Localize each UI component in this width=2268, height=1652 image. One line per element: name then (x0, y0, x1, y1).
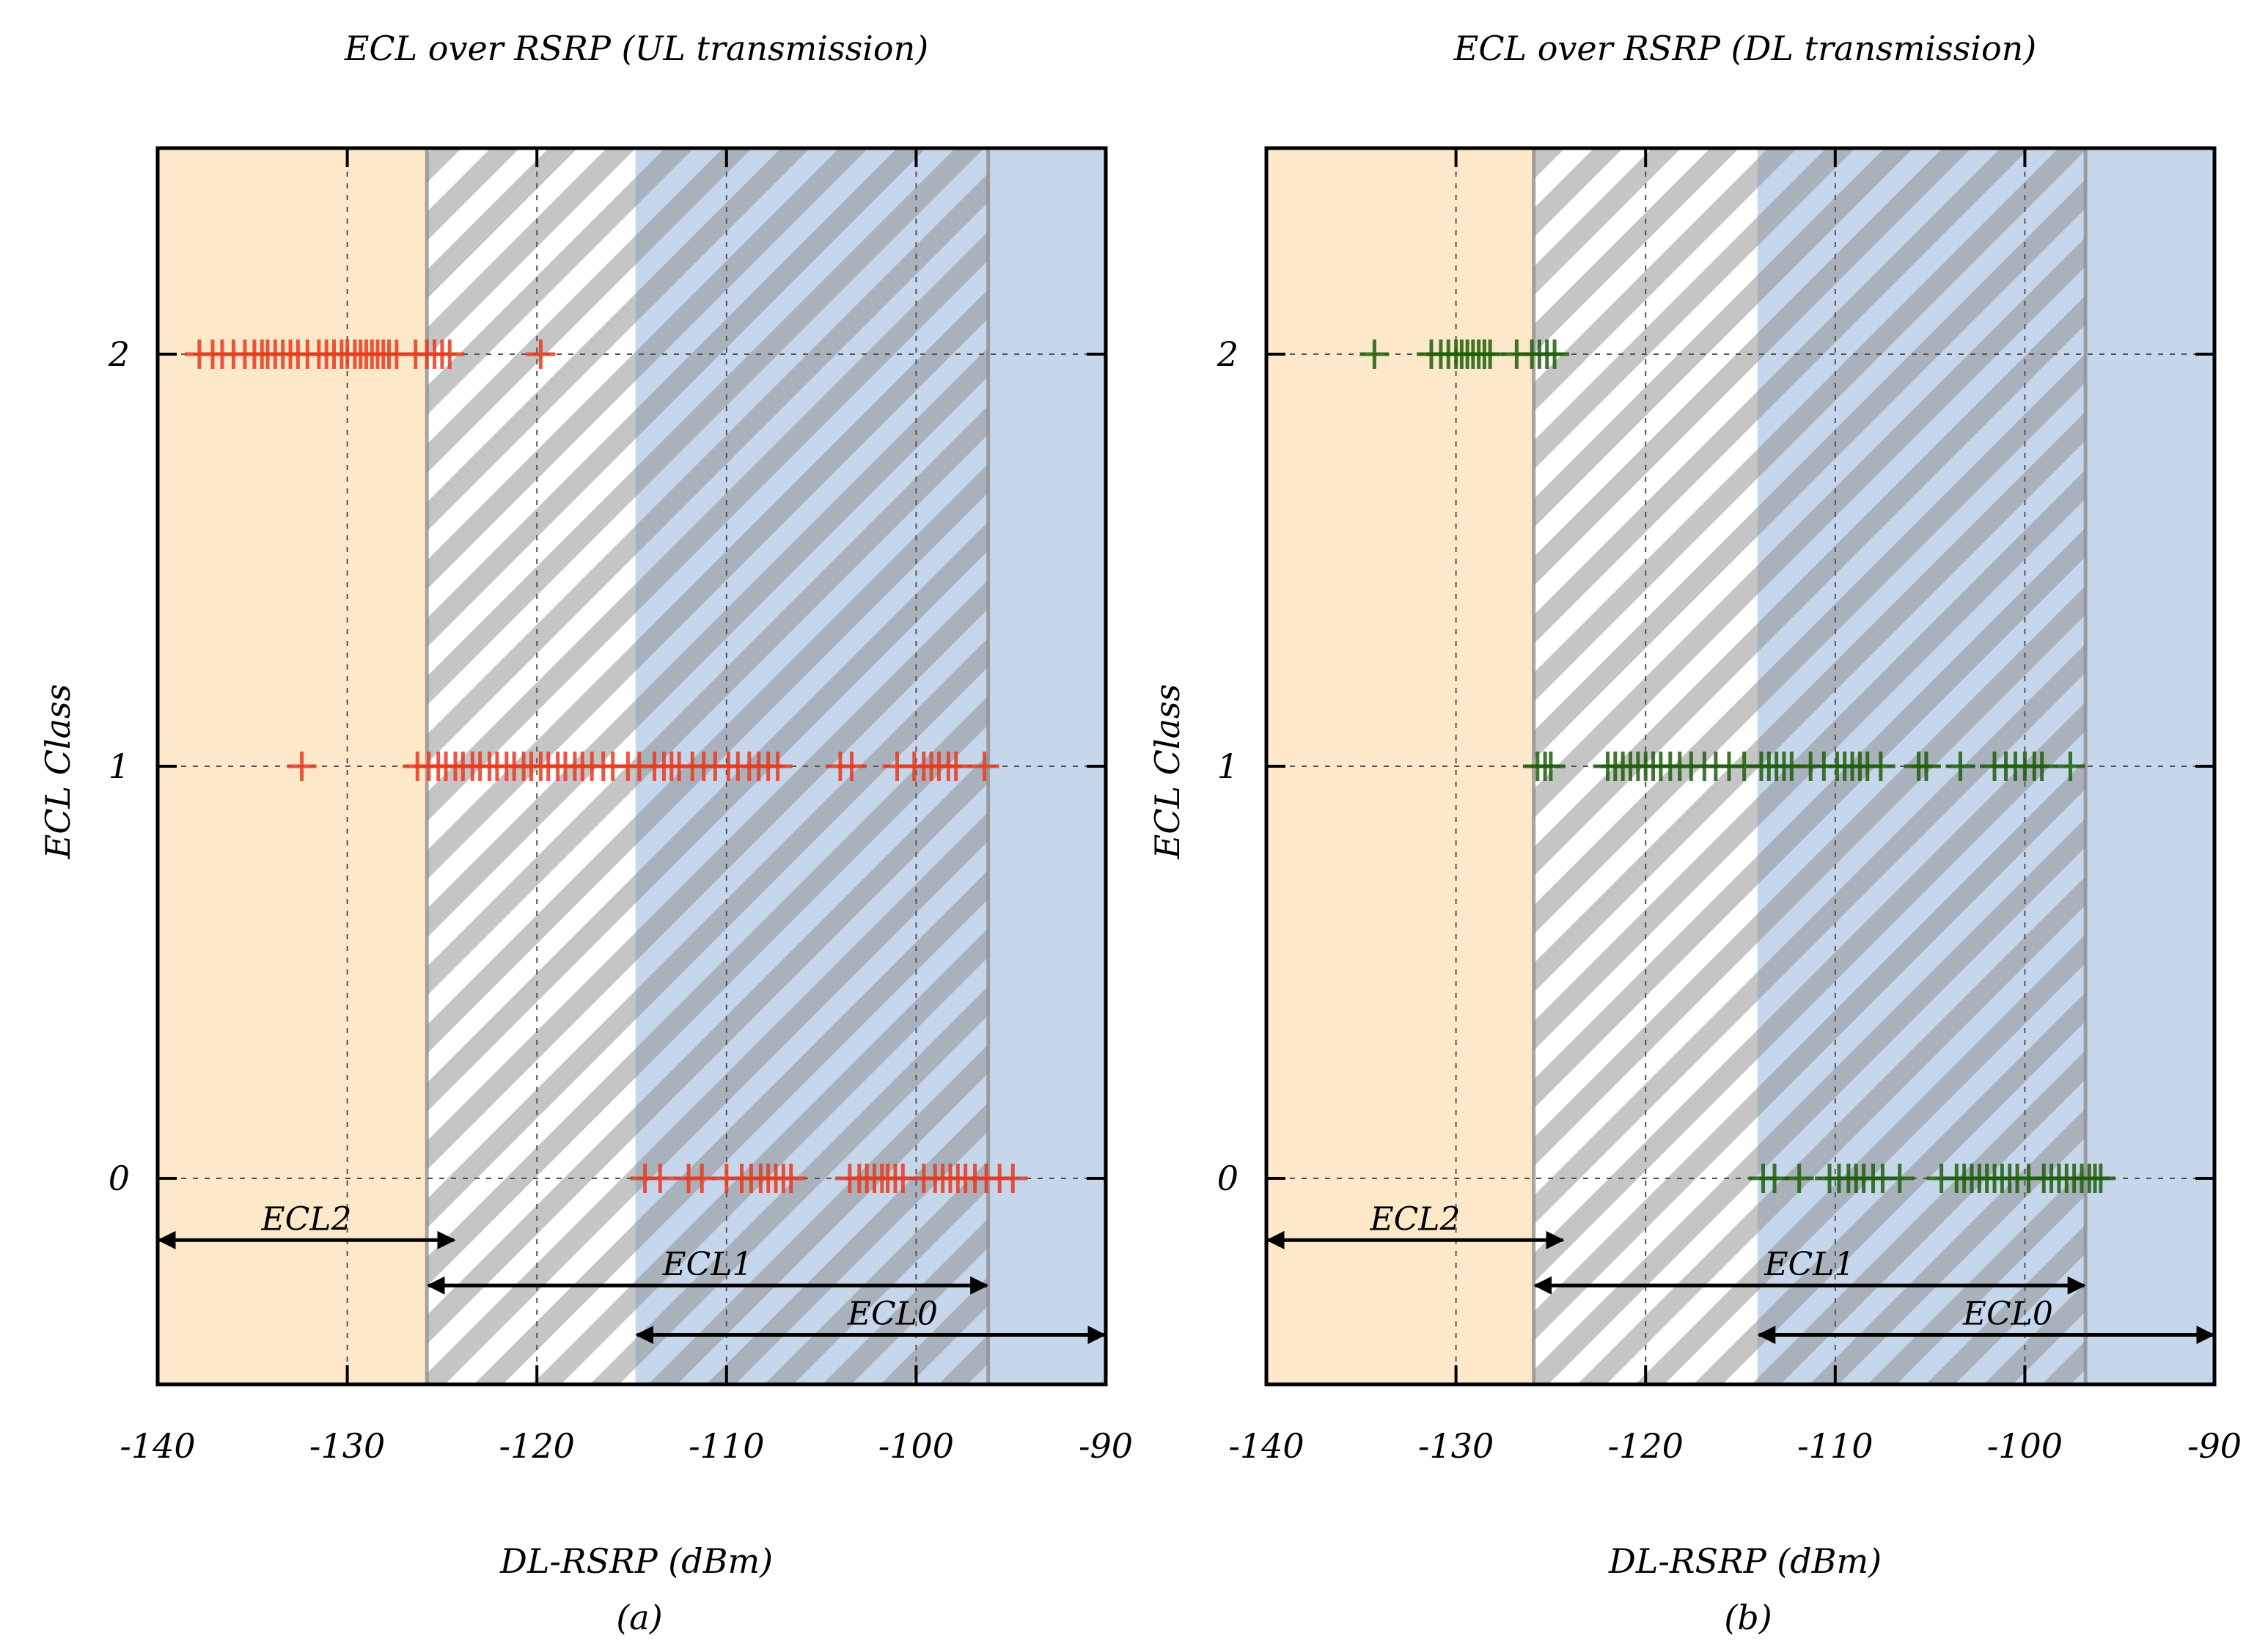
data-point (776, 1164, 806, 1193)
data-point (763, 752, 793, 781)
x-axis-label: DL-RSRP (dBm) (1608, 1541, 1882, 1581)
range-label-ecl2: ECL2 (1370, 1200, 1461, 1238)
y-tick-labels: 0 1 2 (108, 334, 130, 1198)
x-tick-label: -90 (1079, 1426, 1133, 1466)
plot-frame (1264, 146, 2217, 1387)
data-point (2055, 752, 2085, 781)
data-point (1911, 752, 1941, 781)
range-label-ecl0: ECL0 (847, 1296, 938, 1333)
data-point (645, 1164, 675, 1193)
x-tick-label: -110 (1797, 1426, 1873, 1466)
y-axis-label: ECL Class (38, 684, 78, 860)
data-point (687, 1164, 717, 1193)
data-point (998, 1164, 1028, 1193)
y-tick-label: 1 (1217, 746, 1238, 786)
data-point (287, 752, 317, 781)
x-tick-label: -130 (1418, 1426, 1494, 1466)
y-tick-label: 2 (1216, 334, 1238, 374)
x-tick-label: -140 (120, 1426, 195, 1466)
y-axis-label: ECL Class (1148, 684, 1187, 860)
data-point (837, 752, 867, 781)
x-tick-label: -140 (1228, 1426, 1304, 1466)
data-point (1540, 339, 1570, 369)
range-label-ecl2: ECL2 (261, 1200, 352, 1238)
x-tick-label: -120 (499, 1426, 575, 1466)
range-label-ecl0: ECL0 (1962, 1296, 2053, 1333)
x-tick-labels: -140 -130 -120 -110 -100 -90 (120, 1426, 1133, 1466)
y-tick-label: 0 (1217, 1159, 1238, 1198)
chart-panel-dl: ECL over RSRP (DL transmission) ECL2 ECL… (1148, 29, 2242, 1637)
data-point (1359, 339, 1390, 369)
x-tick-label: -110 (689, 1426, 764, 1466)
chart-caption: (b) (1724, 1598, 1772, 1637)
data-point (2027, 752, 2057, 781)
data-points (184, 339, 1028, 1193)
data-point (2085, 1164, 2115, 1193)
data-point (1945, 752, 1975, 781)
range-arrows: ECL2 ECL1 ECL0 (1266, 1200, 2215, 1345)
range-label-ecl1: ECL1 (1764, 1246, 1854, 1283)
y-tick-label: 2 (108, 334, 130, 374)
data-point (969, 752, 999, 781)
x-axis-label: DL-RSRP (dBm) (499, 1541, 773, 1581)
data-point (1784, 1164, 1814, 1193)
data-point (1535, 752, 1566, 781)
chart-panel-ul: ECL over RSRP (UL transmission) ECL2 ECL… (38, 29, 1133, 1637)
data-points (1359, 339, 2115, 1193)
y-tick-labels: 0 1 2 (1216, 334, 1238, 1198)
range-arrows: ECL2 ECL1 ECL0 (157, 1200, 1107, 1345)
plot-area: ECL2 ECL1 ECL0 (1264, 146, 2217, 1387)
y-tick-label: 0 (109, 1159, 130, 1198)
plot-frame (155, 146, 1108, 1387)
plot-area: ECL2 ECL1 ECL0 (155, 146, 1108, 1387)
data-point (526, 339, 556, 369)
data-point (941, 752, 971, 781)
y-tick-label: 1 (109, 746, 130, 786)
x-tick-labels: -140 -130 -120 -110 -100 -90 (1228, 1426, 2242, 1466)
chart-title: ECL over RSRP (DL transmission) (1453, 29, 2036, 68)
region-ecl2 (1266, 148, 1565, 1384)
data-point (1885, 1164, 1915, 1193)
x-tick-label: -90 (2187, 1426, 2242, 1466)
data-point (1760, 1164, 1790, 1193)
x-tick-label: -100 (1987, 1426, 2063, 1466)
chart-title: ECL over RSRP (UL transmission) (344, 29, 928, 68)
data-point (1475, 339, 1505, 369)
chart-caption: (a) (616, 1598, 662, 1637)
x-tick-label: -130 (309, 1426, 385, 1466)
x-tick-label: -100 (878, 1426, 954, 1466)
data-point (435, 339, 465, 369)
x-tick-label: -120 (1608, 1426, 1684, 1466)
data-point (1865, 752, 1895, 781)
range-label-ecl1: ECL1 (661, 1246, 752, 1283)
